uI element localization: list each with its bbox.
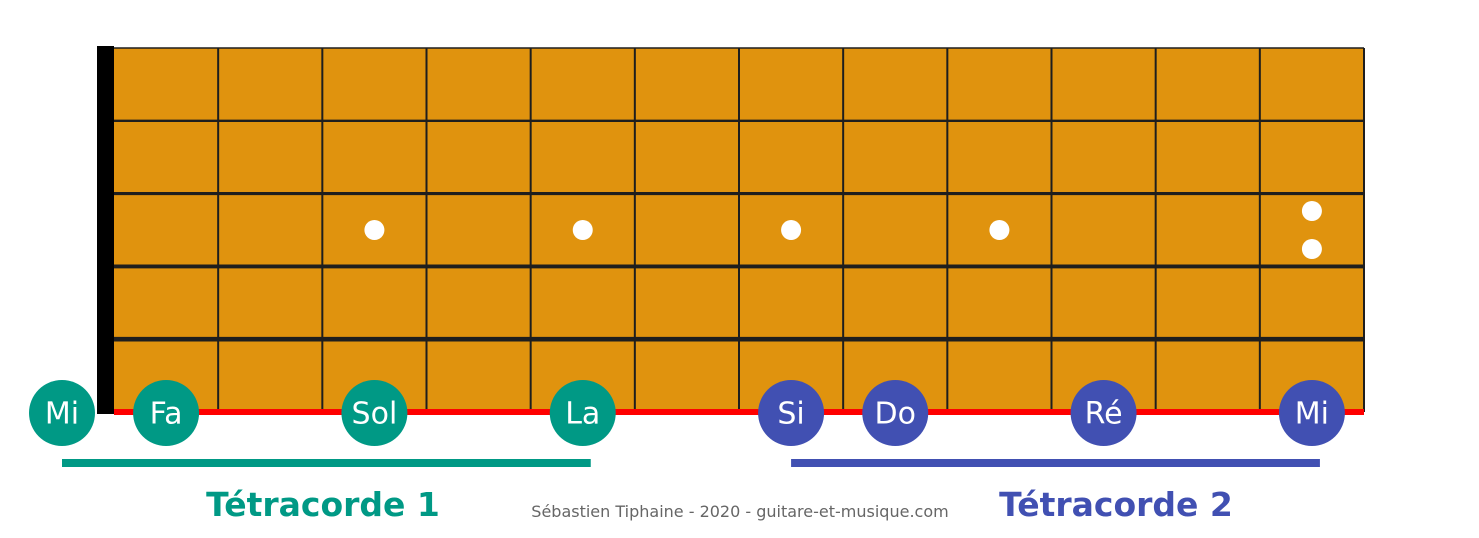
note-circle xyxy=(1278,380,1345,446)
note-marker: La xyxy=(549,380,616,446)
scale-notes: Mi Fa Sol La Si Do Ré Mi xyxy=(29,380,1345,446)
note-marker: Si xyxy=(758,380,825,446)
tetrachord-groups: Tétracorde 1 Tétracorde 2 xyxy=(62,459,1320,524)
inlay-dot xyxy=(1301,201,1322,221)
tetrachord-1-label: Tétracorde 1 xyxy=(206,485,440,524)
note-label: Fa xyxy=(150,397,183,432)
inlay-dot xyxy=(1301,239,1322,259)
note-circle xyxy=(549,380,616,446)
note-marker: Fa xyxy=(133,380,200,446)
note-label: Ré xyxy=(1085,397,1123,432)
note-circle xyxy=(341,380,408,446)
note-label: La xyxy=(565,397,600,432)
note-label: Do xyxy=(875,397,916,432)
note-label: Si xyxy=(777,397,804,432)
note-label: Mi xyxy=(45,397,79,432)
note-marker: Mi xyxy=(29,380,95,446)
note-circle xyxy=(1070,380,1137,446)
nut xyxy=(97,46,114,414)
note-circle xyxy=(862,380,929,446)
tetrachord-bar xyxy=(62,459,591,467)
fretboard xyxy=(97,46,1365,415)
credit-text: Sébastien Tiphaine - 2020 - guitare-et-m… xyxy=(531,502,948,521)
note-marker: Sol xyxy=(341,380,408,446)
inlay-dots xyxy=(364,201,1322,259)
tetrachord-2-label: Tétracorde 2 xyxy=(999,485,1233,524)
note-circle xyxy=(29,380,95,446)
inlay-dot xyxy=(781,220,802,240)
inlay-dot xyxy=(364,220,385,240)
tetrachord-bar xyxy=(791,459,1320,467)
note-circle xyxy=(133,380,200,446)
inlay-dot xyxy=(989,220,1010,240)
note-circle xyxy=(758,380,825,446)
note-label: Mi xyxy=(1295,397,1329,432)
inlay-dot xyxy=(572,220,593,240)
note-marker: Mi xyxy=(1278,380,1345,446)
note-marker: Ré xyxy=(1070,380,1137,446)
note-marker: Do xyxy=(862,380,929,446)
note-label: Sol xyxy=(352,397,398,432)
